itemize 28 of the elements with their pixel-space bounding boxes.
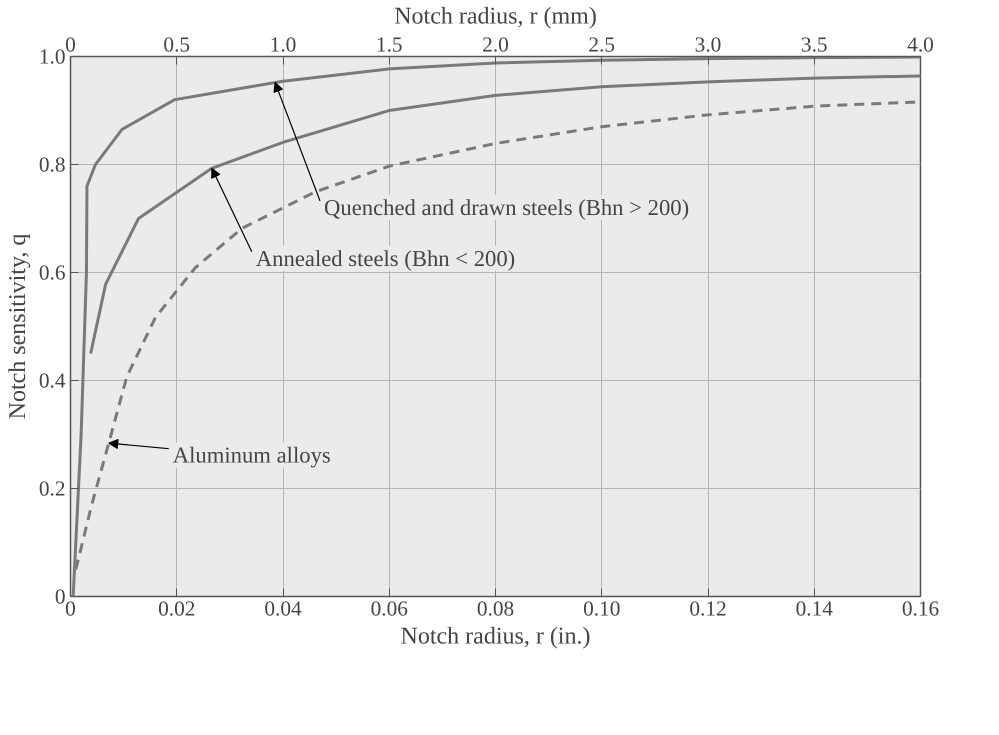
x-tick-label: 0.12: [689, 596, 727, 620]
x2-tick-label: 1.5: [376, 32, 403, 56]
x2-tick-label: 4.0: [907, 32, 934, 56]
annotation: Quenched and drawn steels (Bhn > 200): [324, 194, 690, 220]
annotation: Annealed steels (Bhn < 200): [256, 246, 516, 271]
x-tick-label: 0.16: [902, 596, 940, 620]
x2-tick-label: 0.5: [163, 32, 190, 56]
x-axis-title: Notch radius, r (in.): [400, 624, 590, 650]
y-tick-label: 0.2: [38, 476, 66, 500]
x-tick-label: 0.14: [796, 596, 834, 620]
y-axis-title: Notch sensitivity, q: [4, 234, 31, 420]
y-tick-label: 0.4: [38, 368, 66, 392]
y-tick-label: 1.0: [38, 44, 66, 68]
x2-tick-label: 3.0: [694, 32, 722, 56]
x2-axis-title: Notch radius, r (mm): [394, 4, 597, 30]
x2-tick-label: 1.0: [270, 32, 296, 56]
x-tick-label: 0.02: [158, 596, 196, 620]
x2-tick-label: 3.5: [800, 32, 828, 56]
annotation: Aluminum alloys: [172, 442, 331, 468]
x-tick-label: 0.08: [476, 596, 514, 620]
y-tick-label: 0.6: [38, 260, 66, 284]
x-tick-label: 0.10: [583, 596, 620, 620]
x2-tick-label: 2.0: [482, 32, 509, 56]
x-tick-label: 0.06: [370, 596, 408, 620]
x2-tick-label: 2.5: [588, 32, 616, 56]
line-series: [89, 74, 920, 355]
x-tick-label: 0.04: [264, 596, 302, 620]
y-tick-label: 0.8: [38, 152, 66, 176]
